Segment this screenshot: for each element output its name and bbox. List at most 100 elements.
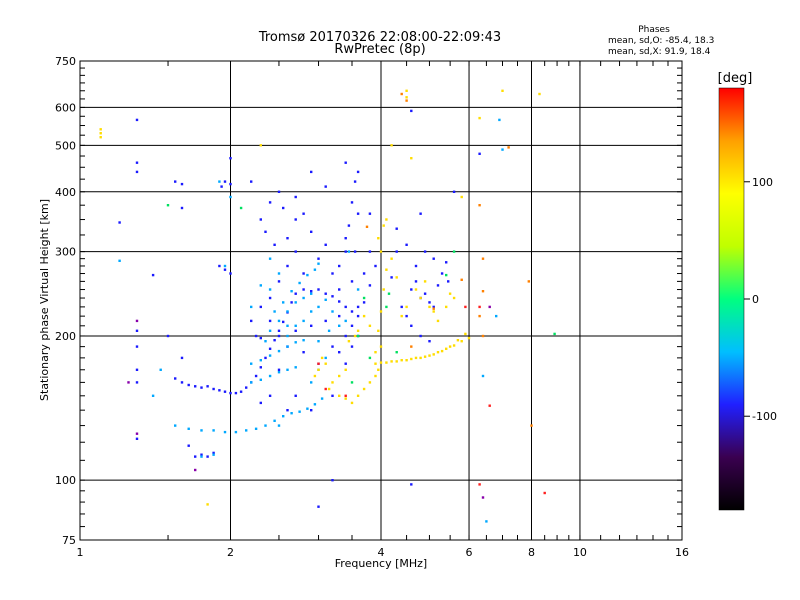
data-point (338, 314, 341, 318)
data-point (310, 230, 313, 233)
data-point (174, 424, 177, 427)
data-point (379, 310, 383, 313)
data-point (385, 268, 388, 271)
data-point (294, 292, 297, 295)
data-point (310, 290, 313, 293)
data-point (331, 381, 334, 384)
data-point (286, 409, 289, 412)
data-point (180, 356, 184, 360)
data-point (268, 347, 272, 350)
data-point (135, 170, 139, 174)
data-point (464, 332, 467, 336)
data-point (350, 201, 354, 204)
data-point (151, 394, 155, 397)
data-point (481, 290, 485, 293)
data-point (174, 180, 177, 183)
data-point (310, 381, 313, 384)
data-point (400, 305, 403, 309)
data-point (501, 89, 504, 92)
data-point (338, 288, 341, 291)
data-points (99, 89, 556, 523)
data-point (268, 296, 272, 300)
data-point (277, 280, 281, 283)
data-point (423, 355, 427, 358)
data-point (338, 394, 341, 397)
data-point (264, 356, 267, 360)
data-point (410, 157, 413, 160)
x-tick-label: 6 (466, 546, 473, 559)
data-point (250, 180, 253, 183)
data-point (478, 314, 481, 318)
data-point (294, 218, 297, 221)
data-point (310, 170, 313, 174)
data-point (460, 195, 463, 199)
data-point (344, 394, 347, 397)
data-point (310, 324, 313, 327)
data-point (220, 185, 223, 188)
data-point (377, 237, 380, 240)
data-point (294, 329, 297, 332)
data-point (432, 310, 435, 313)
data-point (206, 503, 209, 506)
data-point (356, 305, 360, 309)
data-point (405, 89, 408, 92)
data-point (467, 336, 471, 340)
data-point (135, 437, 139, 440)
data-point (368, 324, 372, 327)
data-point (286, 324, 289, 327)
data-point (481, 257, 485, 260)
minor-ticks (80, 61, 682, 540)
data-point (362, 387, 366, 391)
data-point (347, 340, 351, 343)
data-point (405, 359, 408, 362)
data-point (387, 292, 391, 295)
data-point (212, 451, 215, 455)
data-point (259, 284, 262, 287)
data-point (310, 292, 313, 295)
data-point (273, 339, 276, 342)
y-tick-label: 300 (55, 246, 76, 259)
data-point (379, 250, 383, 253)
data-point (374, 264, 377, 268)
data-point (313, 268, 317, 271)
data-point (338, 264, 341, 268)
data-point (356, 170, 360, 174)
data-point (259, 366, 262, 369)
data-point (436, 284, 440, 287)
data-point (538, 92, 541, 96)
data-point (277, 368, 281, 371)
data-point (223, 430, 227, 434)
data-point (353, 334, 357, 338)
data-point (277, 190, 281, 193)
data-point (485, 520, 488, 523)
data-point (268, 257, 272, 260)
data-point (377, 329, 380, 332)
data-point (294, 394, 297, 397)
data-point (320, 356, 324, 360)
data-point (187, 383, 190, 387)
data-point (324, 292, 327, 295)
data-point (317, 288, 320, 291)
data-point (344, 319, 347, 323)
data-point (350, 381, 354, 384)
data-point (327, 387, 331, 391)
data-point (223, 264, 227, 268)
data-point (135, 161, 139, 164)
data-point (498, 118, 501, 122)
data-point (286, 345, 289, 348)
data-point (428, 305, 431, 309)
data-point (356, 329, 360, 332)
data-point (507, 146, 510, 149)
data-point (385, 305, 388, 309)
data-point (273, 243, 276, 246)
data-point (264, 340, 267, 343)
x-axis-label: Frequency [MHz] (335, 557, 427, 570)
data-point (187, 444, 190, 447)
data-point (395, 276, 398, 279)
colorbar-tick-label: 100 (752, 176, 773, 189)
data-point (290, 412, 293, 415)
data-point (356, 314, 360, 318)
x-tick-label: 16 (675, 546, 689, 559)
data-point (405, 305, 408, 309)
data-point (268, 329, 272, 332)
